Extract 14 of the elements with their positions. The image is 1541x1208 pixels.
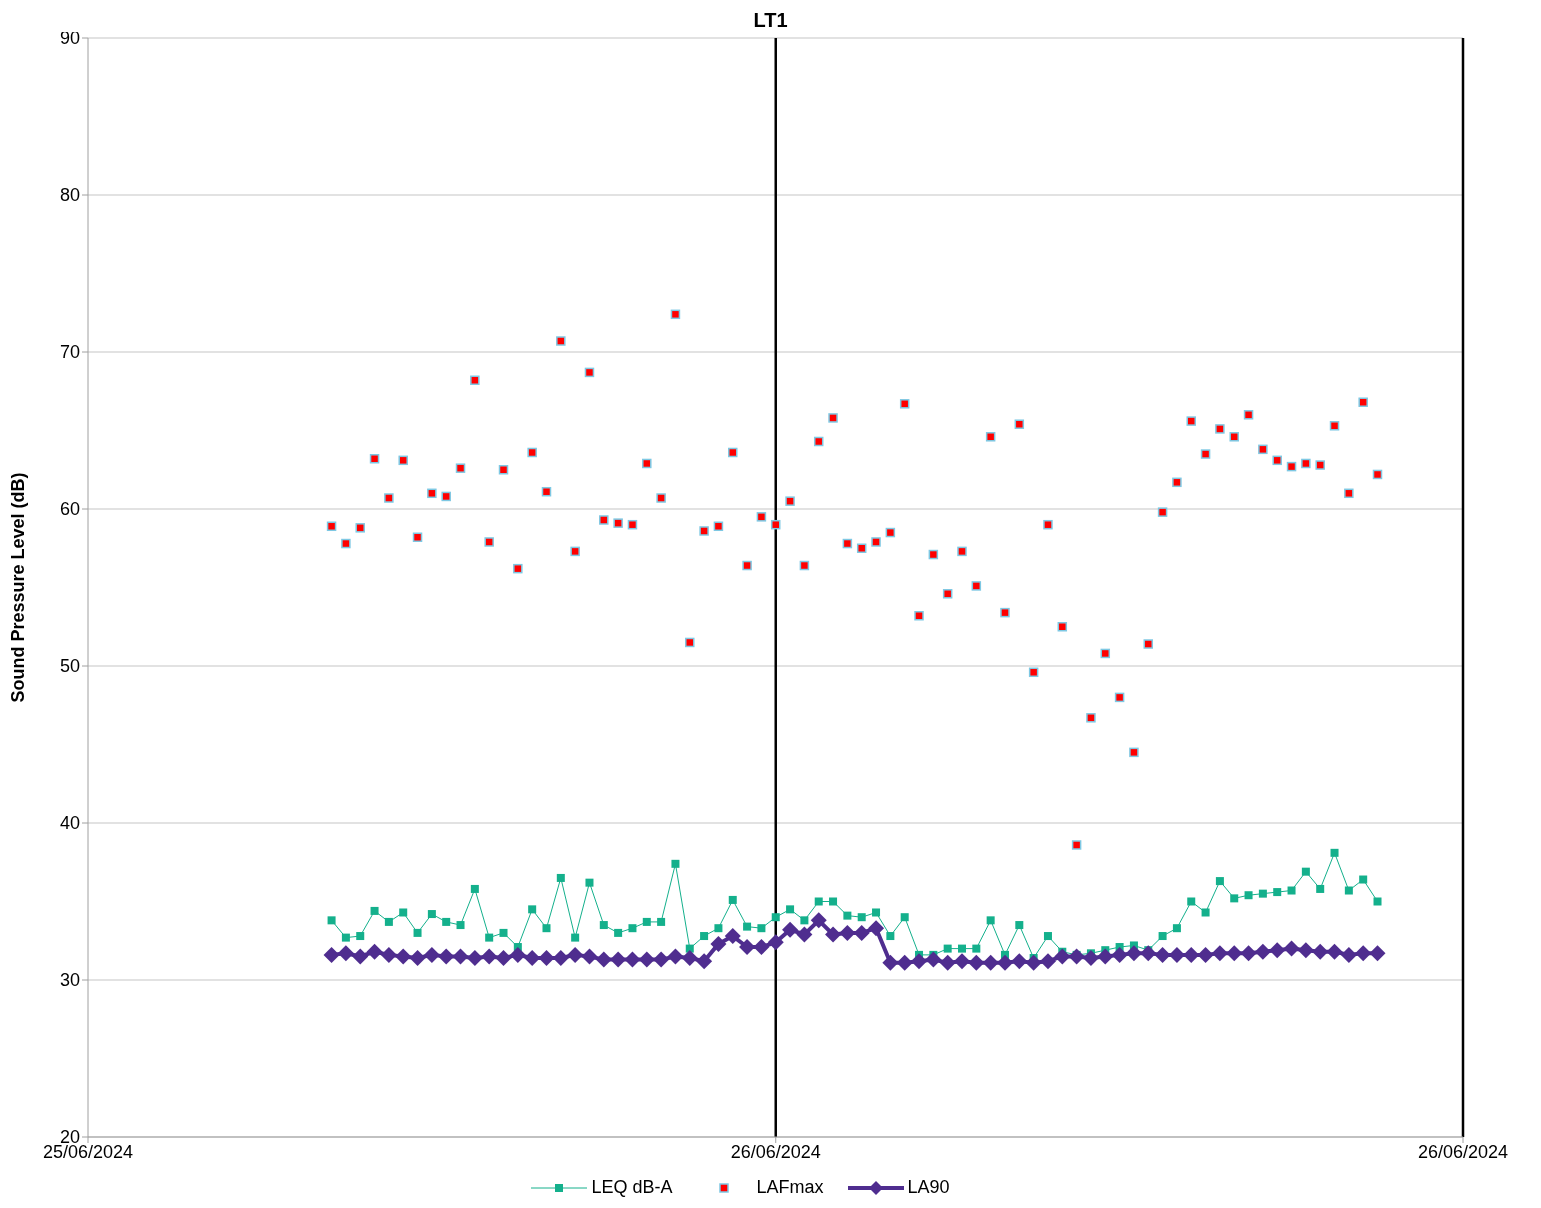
y-tick-label: 30 bbox=[59, 970, 80, 991]
legend-label: LAFmax bbox=[756, 1177, 824, 1198]
chart-title: LT1 bbox=[753, 9, 788, 31]
y-tick-label: 80 bbox=[59, 185, 80, 206]
x-tick-label: 26/06/2024 bbox=[1417, 1141, 1509, 1162]
legend-label: LEQ dB-A bbox=[591, 1177, 673, 1198]
y-tick-label: 60 bbox=[59, 499, 80, 520]
y-tick-label: 40 bbox=[59, 813, 80, 834]
y-tick-label: 90 bbox=[59, 28, 80, 49]
x-tick-label: 26/06/2024 bbox=[730, 1141, 821, 1162]
legend-label: LA90 bbox=[907, 1177, 950, 1198]
y-tick-label: 50 bbox=[59, 656, 80, 677]
y-tick-label: 70 bbox=[59, 342, 80, 363]
y-axis-title: Sound Pressure Level (dB) bbox=[8, 472, 29, 703]
